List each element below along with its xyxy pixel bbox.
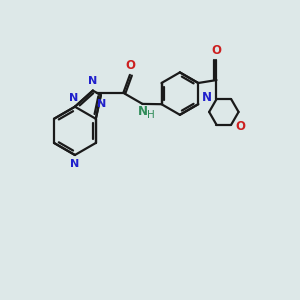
Text: O: O	[212, 44, 221, 57]
Text: N: N	[69, 93, 78, 103]
Text: O: O	[235, 120, 245, 133]
Text: N: N	[97, 99, 106, 109]
Text: N: N	[202, 91, 212, 104]
Text: H: H	[147, 110, 155, 120]
Text: N: N	[70, 158, 80, 169]
Text: O: O	[125, 59, 135, 72]
Text: N: N	[88, 76, 98, 86]
Text: N: N	[137, 105, 148, 119]
